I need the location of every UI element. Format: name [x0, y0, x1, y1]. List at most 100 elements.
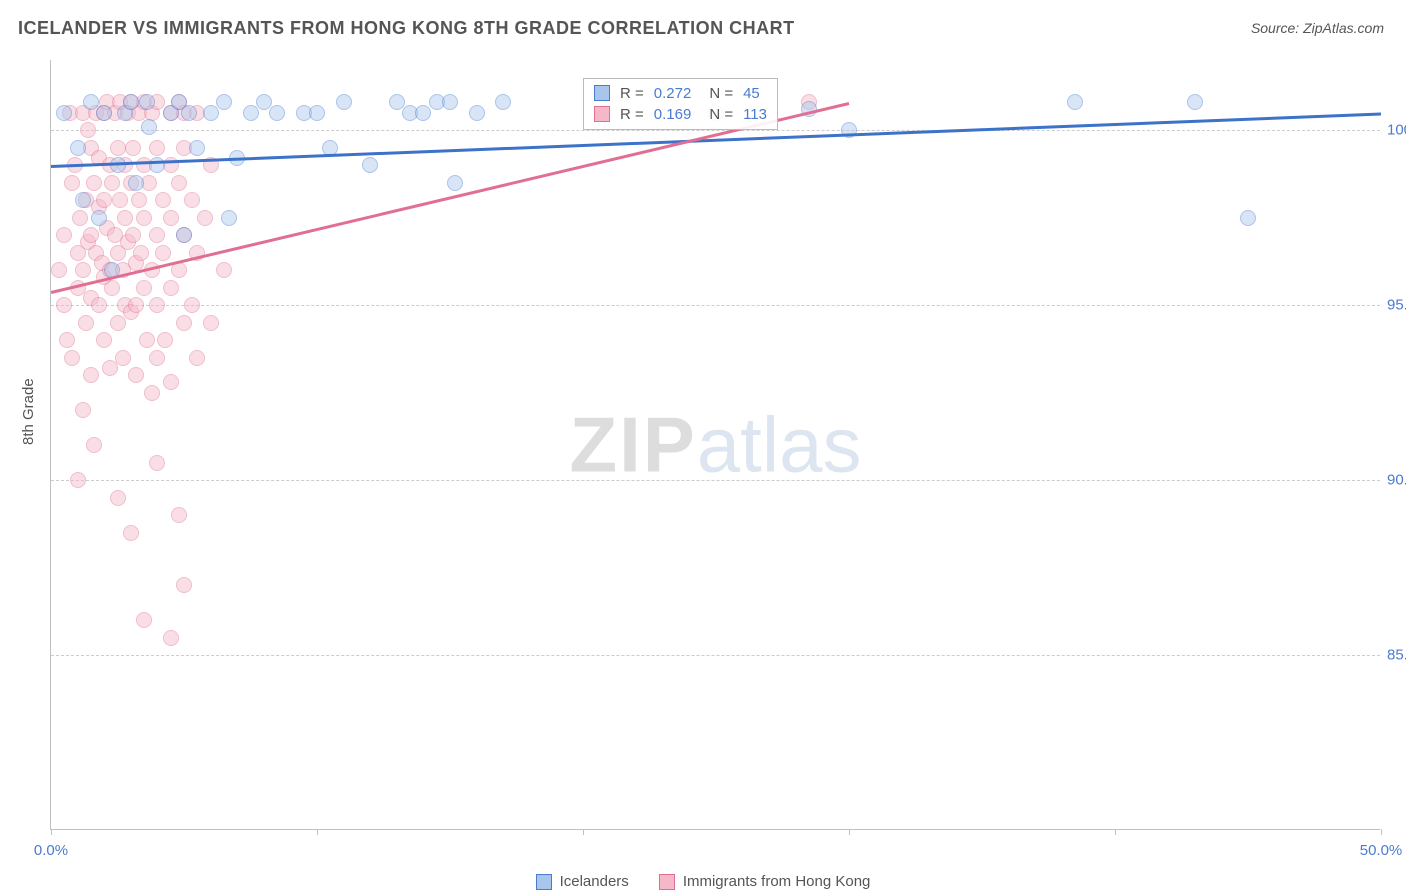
scatter-point-hongkong	[110, 315, 126, 331]
scatter-point-icelanders	[221, 210, 237, 226]
scatter-point-hongkong	[149, 350, 165, 366]
scatter-point-hongkong	[104, 175, 120, 191]
scatter-point-hongkong	[184, 192, 200, 208]
y-tick-label: 100.0%	[1387, 122, 1406, 139]
legend: Icelanders Immigrants from Hong Kong	[0, 873, 1406, 890]
stats-row-icelanders: R =0.272N =45	[594, 83, 767, 104]
scatter-point-hongkong	[149, 455, 165, 471]
scatter-point-hongkong	[133, 245, 149, 261]
scatter-point-icelanders	[75, 192, 91, 208]
scatter-point-icelanders	[269, 105, 285, 121]
scatter-point-hongkong	[171, 507, 187, 523]
scatter-point-hongkong	[203, 315, 219, 331]
source-credit: Source: ZipAtlas.com	[1251, 20, 1384, 36]
y-tick-label: 90.0%	[1387, 472, 1406, 489]
legend-item-hongkong: Immigrants from Hong Kong	[659, 873, 871, 890]
r-label: R =	[620, 106, 644, 123]
scatter-point-icelanders	[469, 105, 485, 121]
scatter-point-icelanders	[139, 94, 155, 110]
x-tick-mark	[583, 829, 584, 835]
source-name: ZipAtlas.com	[1303, 20, 1384, 36]
scatter-point-icelanders	[495, 94, 511, 110]
scatter-point-hongkong	[86, 437, 102, 453]
watermark-zip: ZIP	[569, 400, 696, 488]
r-value: 0.169	[654, 106, 692, 123]
scatter-point-icelanders	[1067, 94, 1083, 110]
scatter-point-hongkong	[83, 227, 99, 243]
x-tick-mark	[849, 829, 850, 835]
legend-swatch-hongkong	[659, 874, 675, 890]
scatter-point-hongkong	[155, 192, 171, 208]
scatter-point-hongkong	[56, 297, 72, 313]
stats-box: R =0.272N =45R =0.169N =113	[583, 78, 778, 130]
watermark: ZIPatlas	[569, 399, 861, 490]
scatter-point-hongkong	[216, 262, 232, 278]
scatter-point-icelanders	[1240, 210, 1256, 226]
scatter-point-hongkong	[128, 297, 144, 313]
scatter-point-hongkong	[64, 350, 80, 366]
chart-title: ICELANDER VS IMMIGRANTS FROM HONG KONG 8…	[18, 18, 795, 39]
scatter-point-hongkong	[96, 192, 112, 208]
scatter-point-icelanders	[447, 175, 463, 191]
legend-label: Icelanders	[560, 873, 629, 890]
scatter-point-icelanders	[336, 94, 352, 110]
gridline-h	[51, 305, 1380, 306]
stats-row-hongkong: R =0.169N =113	[594, 104, 767, 125]
scatter-point-hongkong	[176, 315, 192, 331]
scatter-point-hongkong	[136, 210, 152, 226]
x-tick-mark	[317, 829, 318, 835]
scatter-point-icelanders	[181, 105, 197, 121]
scatter-point-icelanders	[362, 157, 378, 173]
gridline-h	[51, 655, 1380, 656]
scatter-point-icelanders	[70, 140, 86, 156]
n-label: N =	[709, 106, 733, 123]
scatter-point-hongkong	[56, 227, 72, 243]
r-value: 0.272	[654, 85, 692, 102]
scatter-point-hongkong	[83, 367, 99, 383]
scatter-point-hongkong	[75, 402, 91, 418]
scatter-point-hongkong	[184, 297, 200, 313]
x-tick-mark	[1381, 829, 1382, 835]
scatter-point-icelanders	[309, 105, 325, 121]
scatter-point-hongkong	[136, 612, 152, 628]
scatter-point-icelanders	[415, 105, 431, 121]
scatter-point-hongkong	[128, 367, 144, 383]
scatter-point-hongkong	[86, 175, 102, 191]
scatter-point-hongkong	[104, 280, 120, 296]
chart-plot-area: ZIPatlas 85.0%90.0%95.0%100.0%0.0%50.0%R…	[50, 60, 1380, 830]
scatter-point-hongkong	[144, 385, 160, 401]
legend-swatch-icelanders	[536, 874, 552, 890]
scatter-point-hongkong	[110, 140, 126, 156]
scatter-point-hongkong	[176, 577, 192, 593]
scatter-point-hongkong	[163, 280, 179, 296]
scatter-point-icelanders	[91, 210, 107, 226]
scatter-point-hongkong	[80, 122, 96, 138]
x-tick-label: 50.0%	[1360, 842, 1403, 859]
scatter-point-icelanders	[243, 105, 259, 121]
swatch-icelanders	[594, 85, 610, 101]
y-axis-label: 8th Grade	[20, 378, 37, 445]
scatter-point-hongkong	[149, 297, 165, 313]
scatter-point-hongkong	[163, 630, 179, 646]
scatter-point-icelanders	[96, 105, 112, 121]
scatter-point-hongkong	[115, 350, 131, 366]
scatter-point-hongkong	[131, 192, 147, 208]
n-label: N =	[709, 85, 733, 102]
x-tick-mark	[51, 829, 52, 835]
scatter-point-hongkong	[112, 192, 128, 208]
scatter-point-hongkong	[155, 245, 171, 261]
swatch-hongkong	[594, 106, 610, 122]
scatter-point-hongkong	[171, 175, 187, 191]
scatter-point-icelanders	[123, 94, 139, 110]
scatter-point-hongkong	[51, 262, 67, 278]
scatter-point-hongkong	[189, 350, 205, 366]
scatter-point-icelanders	[141, 119, 157, 135]
scatter-point-icelanders	[442, 94, 458, 110]
scatter-point-hongkong	[96, 332, 112, 348]
scatter-point-hongkong	[139, 332, 155, 348]
scatter-point-hongkong	[136, 280, 152, 296]
gridline-h	[51, 480, 1380, 481]
n-value: 45	[743, 85, 760, 102]
scatter-point-hongkong	[197, 210, 213, 226]
y-tick-label: 95.0%	[1387, 297, 1406, 314]
